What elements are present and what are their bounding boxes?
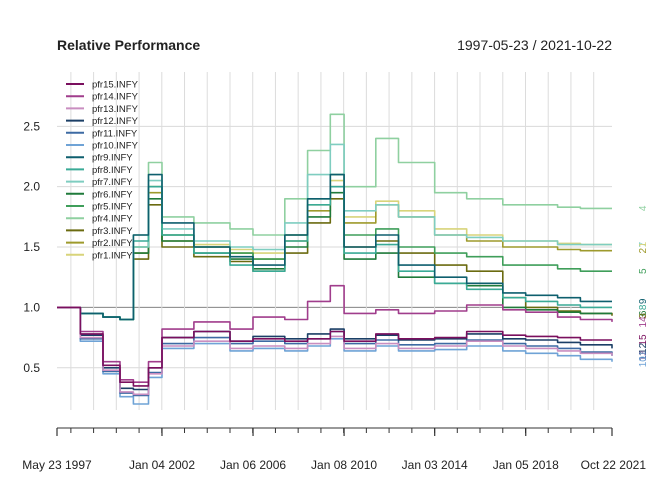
chart-title: Relative Performance bbox=[57, 37, 200, 53]
series-end-label: 6 bbox=[638, 310, 649, 316]
legend-label: pfr13.INFY bbox=[92, 104, 139, 115]
series-end-label: 15 bbox=[638, 334, 649, 346]
legend-label: pfr6.INFY bbox=[92, 189, 133, 200]
series-end-label: 3 bbox=[638, 313, 649, 319]
x-tick-label: Jan 08 2010 bbox=[311, 458, 377, 472]
legend-label: pfr10.INFY bbox=[92, 141, 139, 152]
series-line-pfr13-infy bbox=[57, 306, 613, 396]
x-tick-label: May 23 1997 bbox=[22, 458, 92, 472]
legend-label: pfr9.INFY bbox=[92, 153, 133, 164]
series-end-label: 4 bbox=[638, 205, 649, 211]
legend-label: pfr8.INFY bbox=[92, 165, 133, 176]
y-tick-label: 2.0 bbox=[23, 180, 40, 194]
series-end-label: 9 bbox=[638, 298, 649, 304]
series-end-label: 14 bbox=[638, 316, 649, 328]
legend-label: pfr7.INFY bbox=[92, 177, 133, 188]
legend-label: pfr2.INFY bbox=[92, 238, 133, 249]
legend-label: pfr3.INFY bbox=[92, 226, 133, 237]
series-end-label: 5 bbox=[638, 268, 649, 274]
series-end-label: 13 bbox=[638, 350, 649, 362]
legend: pfr15.INFYpfr14.INFYpfr13.INFYpfr12.INFY… bbox=[66, 80, 139, 261]
series-end-label: 7 bbox=[638, 241, 649, 247]
x-tick-label: Jan 06 2006 bbox=[220, 458, 286, 472]
series-end-label: 11 bbox=[638, 350, 649, 361]
legend-label: pfr14.INFY bbox=[92, 92, 139, 103]
y-tick-label: 1.0 bbox=[23, 300, 40, 314]
chart-date-range: 1997-05-23 / 2021-10-22 bbox=[457, 37, 612, 53]
x-tick-label: Jan 03 2014 bbox=[402, 458, 468, 472]
series-lines bbox=[57, 113, 613, 405]
series-line-pfr14-infy bbox=[57, 284, 613, 383]
legend-label: pfr12.INFY bbox=[92, 116, 139, 127]
x-axis: May 23 1997 Jan 04 2002 Jan 06 2006 Jan 08 … bbox=[22, 427, 647, 472]
legend-label: pfr5.INFY bbox=[92, 202, 133, 213]
legend-label: pfr15.INFY bbox=[92, 80, 139, 91]
legend-label: pfr1.INFY bbox=[92, 250, 133, 261]
x-tick-label: Oct 22 2021 bbox=[581, 458, 647, 472]
y-tick-label: 2.5 bbox=[23, 119, 40, 133]
series-end-label: 12 bbox=[638, 342, 649, 354]
series-end-label: 1 bbox=[638, 241, 649, 247]
x-tick-label: Jan 04 2002 bbox=[129, 458, 195, 472]
x-tick-label: Jan 05 2018 bbox=[493, 458, 559, 472]
series-line-pfr9-infy bbox=[57, 173, 612, 321]
series-end-label: 2 bbox=[638, 247, 649, 253]
legend-label: pfr11.INFY bbox=[92, 128, 138, 139]
y-axis: 0.5 1.0 1.5 2.0 2.5 bbox=[23, 119, 40, 374]
series-line-pfr15-infy bbox=[57, 306, 612, 387]
legend-label: pfr4.INFY bbox=[92, 214, 133, 225]
series-line-pfr12-infy bbox=[57, 306, 613, 391]
series-end-label: 10 bbox=[638, 356, 649, 368]
series-end-label: 8 bbox=[638, 304, 649, 310]
y-tick-label: 1.5 bbox=[23, 240, 40, 254]
y-tick-label: 0.5 bbox=[23, 361, 40, 375]
